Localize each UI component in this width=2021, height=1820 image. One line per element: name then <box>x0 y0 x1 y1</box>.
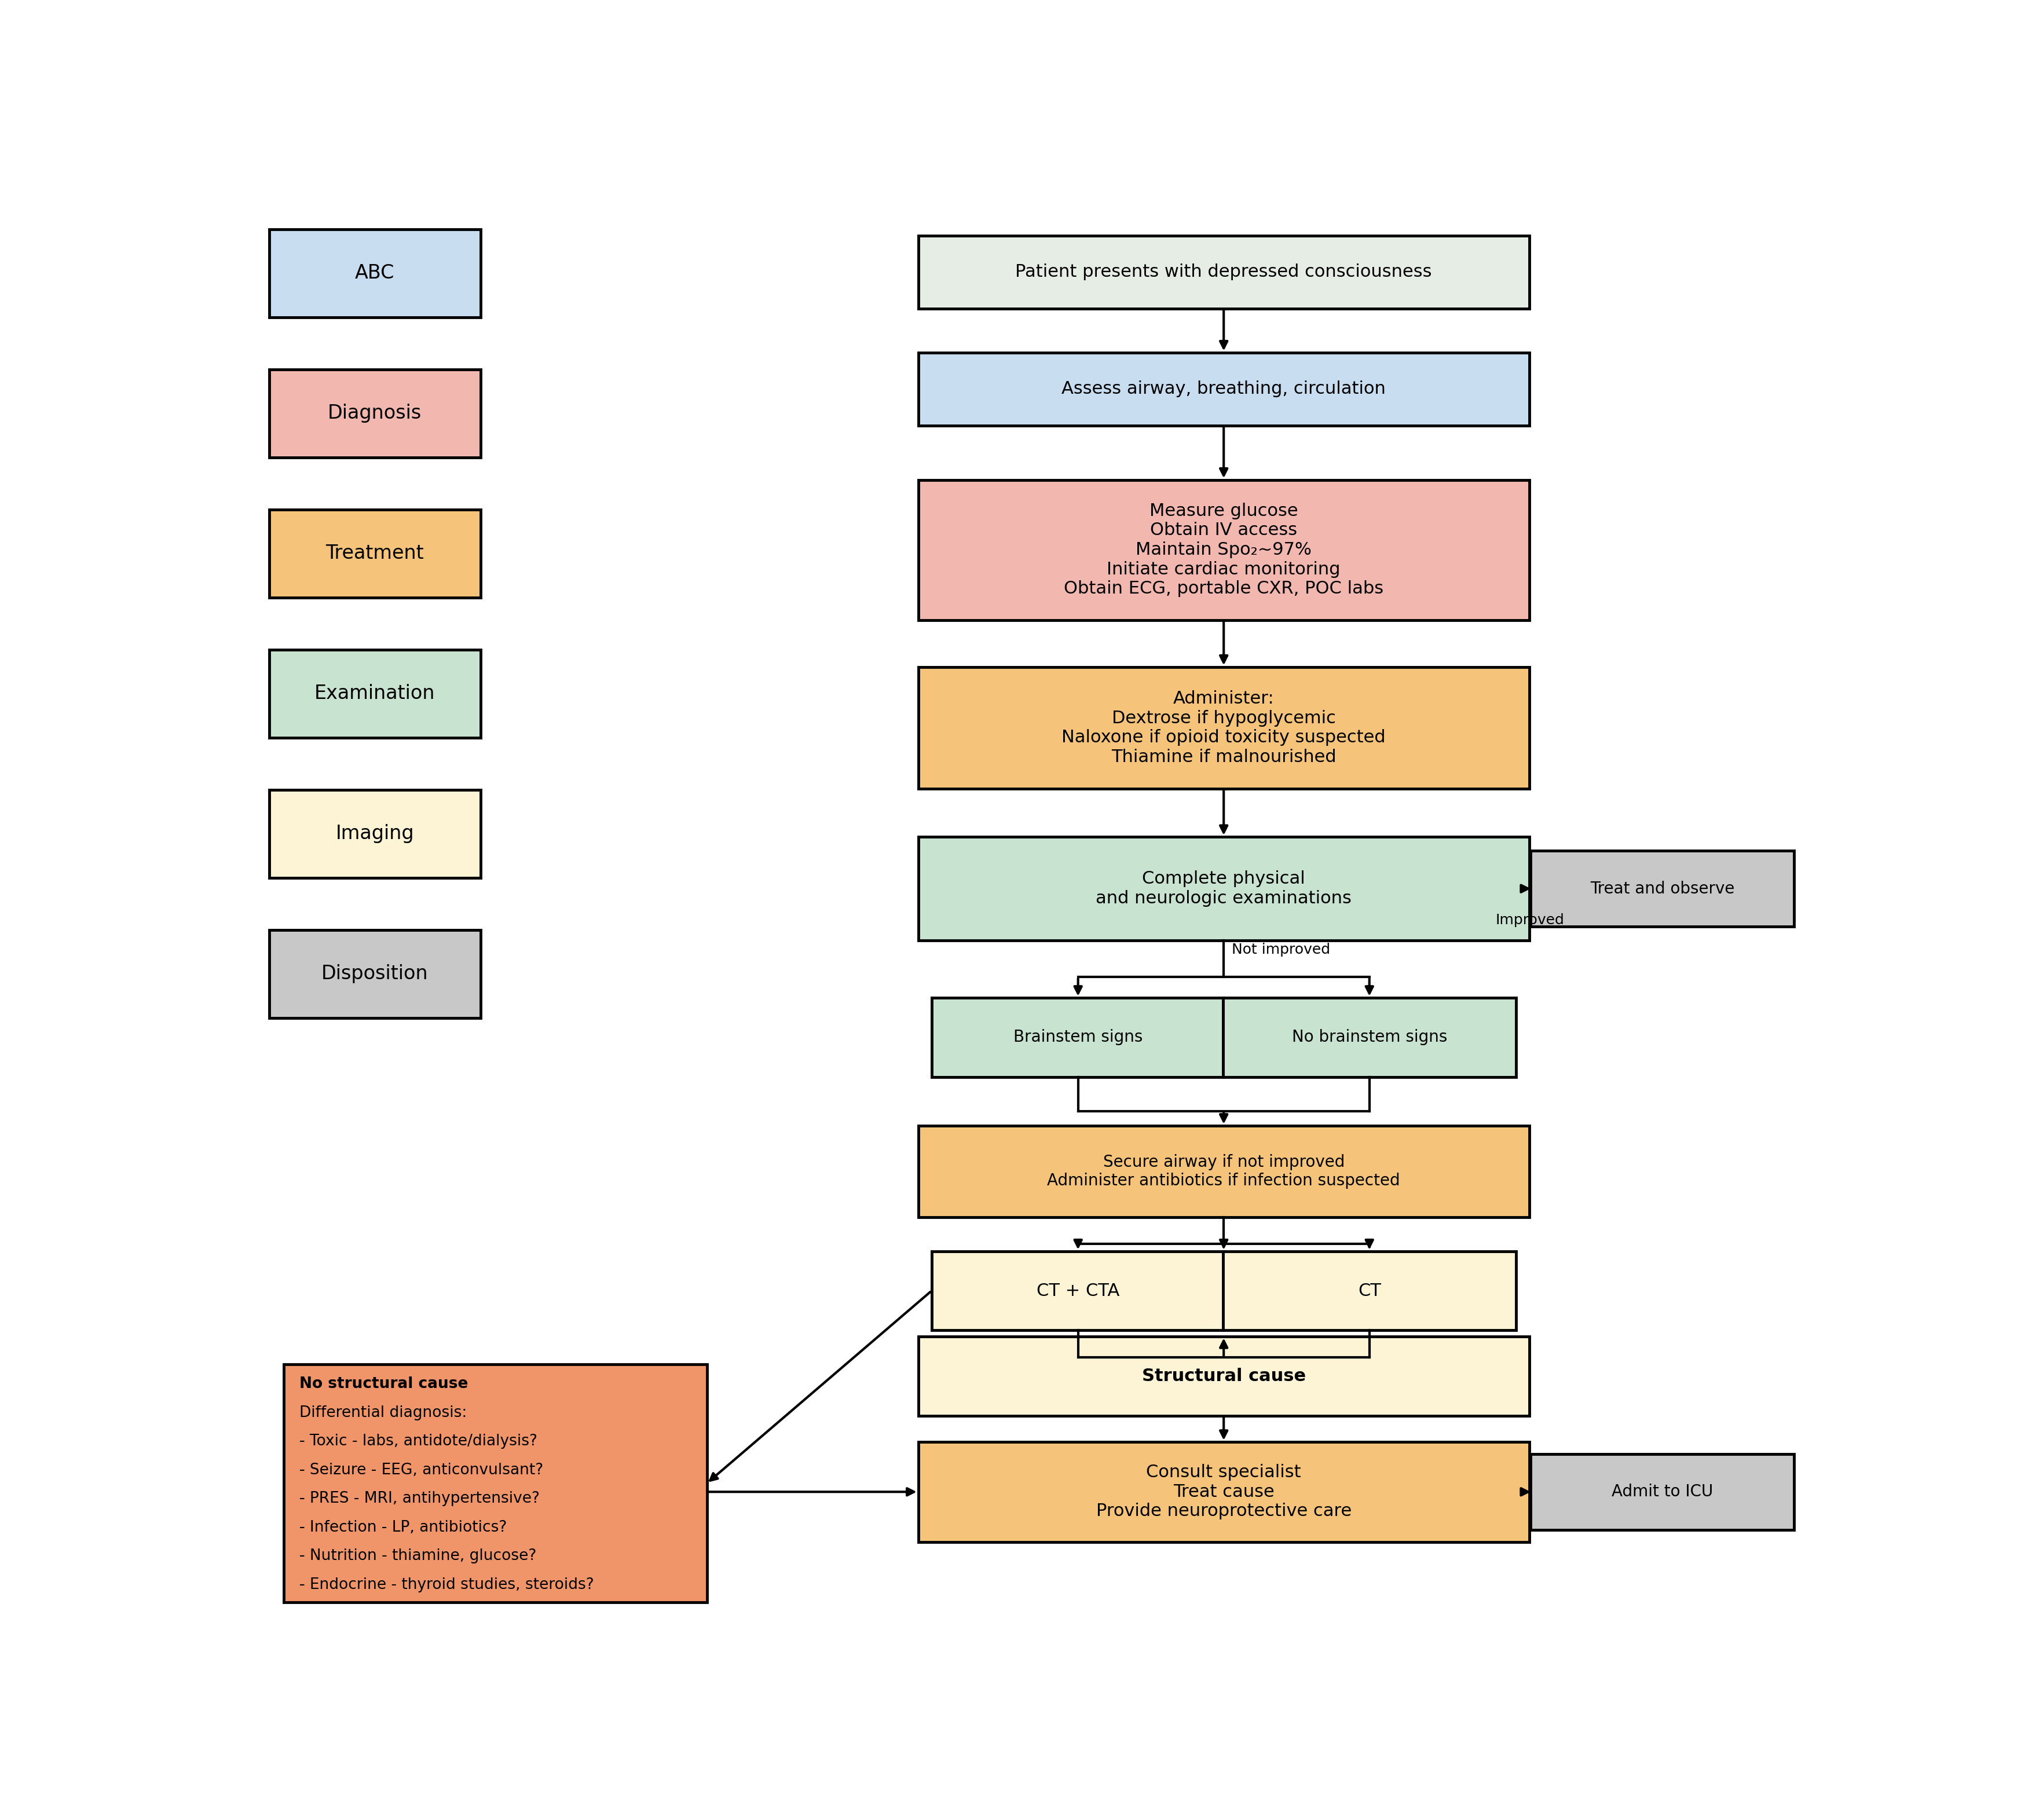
FancyBboxPatch shape <box>269 369 481 457</box>
FancyBboxPatch shape <box>918 837 1530 941</box>
Text: Admit to ICU: Admit to ICU <box>1611 1483 1714 1500</box>
Text: Improved: Improved <box>1496 914 1564 926</box>
Text: Treatment: Treatment <box>325 544 424 562</box>
Text: - PRES - MRI, antihypertensive?: - PRES - MRI, antihypertensive? <box>299 1491 540 1507</box>
FancyBboxPatch shape <box>918 353 1530 426</box>
Text: Examination: Examination <box>315 684 435 703</box>
Text: Diagnosis: Diagnosis <box>327 404 422 422</box>
Text: Structural cause: Structural cause <box>1142 1367 1306 1385</box>
Text: -: - <box>299 1491 309 1507</box>
FancyBboxPatch shape <box>1530 852 1795 926</box>
Text: -: - <box>299 1520 309 1534</box>
FancyBboxPatch shape <box>1223 1250 1516 1330</box>
FancyBboxPatch shape <box>269 930 481 1017</box>
FancyBboxPatch shape <box>932 997 1225 1077</box>
FancyBboxPatch shape <box>269 650 481 737</box>
Text: - Toxic - labs, antidote/dialysis?: - Toxic - labs, antidote/dialysis? <box>299 1434 538 1449</box>
Text: - Seizure - EEG, anticonvulsant?: - Seizure - EEG, anticonvulsant? <box>299 1463 544 1478</box>
Text: Consult specialist
Treat cause
Provide neuroprotective care: Consult specialist Treat cause Provide n… <box>1095 1463 1352 1520</box>
Text: Complete physical
and neurologic examinations: Complete physical and neurologic examina… <box>1095 870 1352 906</box>
FancyBboxPatch shape <box>918 1336 1530 1416</box>
FancyBboxPatch shape <box>283 1365 707 1602</box>
Text: Not improved: Not improved <box>1231 943 1330 957</box>
Text: Imaging: Imaging <box>335 824 414 843</box>
FancyBboxPatch shape <box>918 235 1530 309</box>
Text: - Infection - LP, antibiotics?: - Infection - LP, antibiotics? <box>299 1520 507 1534</box>
Text: Measure glucose
Obtain IV access
Maintain Spo₂~97%
Initiate cardiac monitoring
O: Measure glucose Obtain IV access Maintai… <box>1063 502 1384 597</box>
Text: CT: CT <box>1358 1283 1380 1299</box>
Text: No brainstem signs: No brainstem signs <box>1291 1028 1447 1045</box>
Text: No structural cause: No structural cause <box>299 1376 469 1392</box>
Text: -: - <box>299 1549 309 1563</box>
Text: Treat and observe: Treat and observe <box>1591 881 1734 897</box>
Text: Disposition: Disposition <box>321 965 428 983</box>
Text: - Nutrition - thiamine, glucose?: - Nutrition - thiamine, glucose? <box>299 1549 538 1563</box>
Text: Differential diagnosis:: Differential diagnosis: <box>299 1405 467 1420</box>
Text: Assess airway, breathing, circulation: Assess airway, breathing, circulation <box>1061 380 1386 397</box>
Text: Administer:
Dextrose if hypoglycemic
Naloxone if opioid toxicity suspected
Thiam: Administer: Dextrose if hypoglycemic Nal… <box>1061 690 1386 766</box>
Text: Brainstem signs: Brainstem signs <box>1013 1028 1142 1045</box>
FancyBboxPatch shape <box>269 790 481 877</box>
FancyBboxPatch shape <box>269 229 481 317</box>
FancyBboxPatch shape <box>918 1125 1530 1218</box>
Text: ABC: ABC <box>356 264 394 282</box>
FancyBboxPatch shape <box>269 510 481 597</box>
Text: -: - <box>299 1434 309 1449</box>
Text: - Endocrine - thyroid studies, steroids?: - Endocrine - thyroid studies, steroids? <box>299 1578 594 1592</box>
Text: -: - <box>299 1578 309 1592</box>
FancyBboxPatch shape <box>1223 997 1516 1077</box>
Text: -: - <box>299 1463 309 1478</box>
FancyBboxPatch shape <box>918 480 1530 621</box>
Text: Secure airway if not improved
Administer antibiotics if infection suspected: Secure airway if not improved Administer… <box>1047 1154 1401 1188</box>
Text: CT + CTA: CT + CTA <box>1037 1283 1120 1299</box>
FancyBboxPatch shape <box>1530 1454 1795 1529</box>
Text: Patient presents with depressed consciousness: Patient presents with depressed consciou… <box>1015 264 1433 280</box>
FancyBboxPatch shape <box>932 1250 1225 1330</box>
FancyBboxPatch shape <box>918 1441 1530 1542</box>
FancyBboxPatch shape <box>918 666 1530 788</box>
